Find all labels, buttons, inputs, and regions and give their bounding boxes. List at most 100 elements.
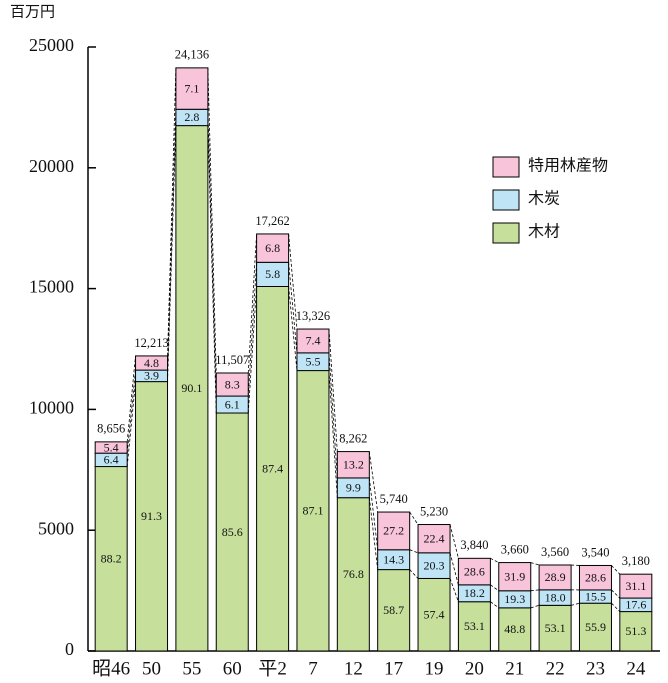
x-tick-label: 昭46 <box>92 658 130 679</box>
connector <box>449 524 459 559</box>
bar-segment <box>457 557 491 586</box>
bar-segment <box>538 604 572 652</box>
segment-label: 4.8 <box>144 356 159 370</box>
segment-label: 27.2 <box>383 524 404 538</box>
segment-label: 9.9 <box>346 481 361 495</box>
connector <box>409 569 419 579</box>
x-tick-label: 平2 <box>258 658 287 679</box>
x-tick-label: 23 <box>586 658 605 679</box>
connector <box>328 370 338 498</box>
total-label: 3,540 <box>581 545 609 559</box>
bar-segment <box>619 573 653 599</box>
connector <box>611 565 621 575</box>
total-label: 13,326 <box>296 309 330 323</box>
legend-label: 特用林産物 <box>528 157 608 175</box>
bar-segment <box>256 285 290 652</box>
bar-segment <box>336 497 370 652</box>
total-label: 5,740 <box>380 492 408 506</box>
total-label: 11,507 <box>215 353 249 367</box>
segment-label: 7.4 <box>305 334 320 348</box>
segment-label: 28.6 <box>464 564 485 578</box>
connector <box>368 451 379 513</box>
y-unit: 百万円 <box>10 4 55 20</box>
segment-label: 31.1 <box>625 579 646 593</box>
connector <box>126 381 136 467</box>
x-tick-label: 17 <box>384 658 403 679</box>
bar-segment <box>578 602 612 652</box>
legend-swatch <box>492 222 520 244</box>
segment-label: 31.9 <box>504 569 525 583</box>
segment-label: 20.3 <box>424 558 445 572</box>
segment-label: 6.8 <box>265 241 280 255</box>
segment-label: 8.3 <box>225 377 240 391</box>
segment-label: 6.4 <box>104 453 119 467</box>
bar-segment <box>175 67 209 110</box>
x-tick-label: 24 <box>626 658 646 679</box>
connector <box>449 552 459 585</box>
connector <box>611 589 621 599</box>
bar-segment <box>135 381 169 652</box>
connector <box>368 477 379 550</box>
bar-segment <box>417 524 451 554</box>
connector <box>490 601 499 609</box>
segment-label: 18.0 <box>545 590 566 604</box>
connector <box>207 109 217 397</box>
segment-label: 2.8 <box>184 110 199 124</box>
connector <box>530 589 540 592</box>
segment-label: 5.5 <box>305 354 320 368</box>
connector <box>328 352 338 478</box>
bar-segment <box>538 564 572 591</box>
connector <box>368 497 379 570</box>
total-label: 5,230 <box>420 505 448 519</box>
total-label: 24,136 <box>175 48 209 62</box>
segment-label: 3.9 <box>144 369 159 383</box>
segment-label: 5.4 <box>104 440 119 454</box>
y-tick-label: 10000 <box>29 398 74 418</box>
connector <box>247 233 258 374</box>
segment-label: 57.4 <box>424 607 445 621</box>
segment-label: 55.9 <box>585 620 606 634</box>
x-tick-label: 60 <box>223 658 242 679</box>
y-tick-label: 25000 <box>29 35 74 55</box>
connector <box>409 511 419 525</box>
total-label: 3,560 <box>541 545 569 559</box>
segment-label: 5.8 <box>265 267 280 281</box>
segment-label: 51.3 <box>625 624 646 638</box>
connector <box>571 602 580 606</box>
segment-label: 7.1 <box>184 81 199 95</box>
total-label: 12,213 <box>134 336 168 350</box>
bar-segment <box>578 564 612 591</box>
x-tick-label: 50 <box>142 658 161 679</box>
bar-segment <box>336 451 370 479</box>
x-tick-label: 7 <box>308 658 318 679</box>
connector <box>530 562 540 566</box>
segment-label: 22.4 <box>424 531 445 545</box>
x-tick-label: 20 <box>465 658 484 679</box>
y-tick-label: 15000 <box>29 277 74 297</box>
connector <box>530 604 540 609</box>
segment-label: 91.3 <box>141 509 162 523</box>
bar-segment <box>94 466 128 652</box>
connector <box>167 109 177 371</box>
bar-segment <box>256 233 290 263</box>
segment-label: 17.6 <box>625 598 646 612</box>
total-label: 3,180 <box>622 554 650 568</box>
segment-label: 85.6 <box>222 525 243 539</box>
connector <box>126 355 136 442</box>
bar-segment <box>377 569 411 652</box>
x-tick-label: 19 <box>425 658 444 679</box>
segment-label: 19.3 <box>504 592 525 606</box>
bar-segment <box>296 328 330 354</box>
connector <box>288 286 298 371</box>
legend-swatch <box>492 189 520 211</box>
x-tick-label: 21 <box>505 658 524 679</box>
y-tick-label: 20000 <box>29 156 74 176</box>
connector <box>207 67 217 374</box>
connector <box>409 549 419 554</box>
x-tick-label: 55 <box>182 658 201 679</box>
bar-segment <box>215 412 249 652</box>
segment-label: 28.6 <box>585 570 606 584</box>
segment-label: 90.1 <box>181 381 202 395</box>
bar-segment <box>94 441 128 454</box>
